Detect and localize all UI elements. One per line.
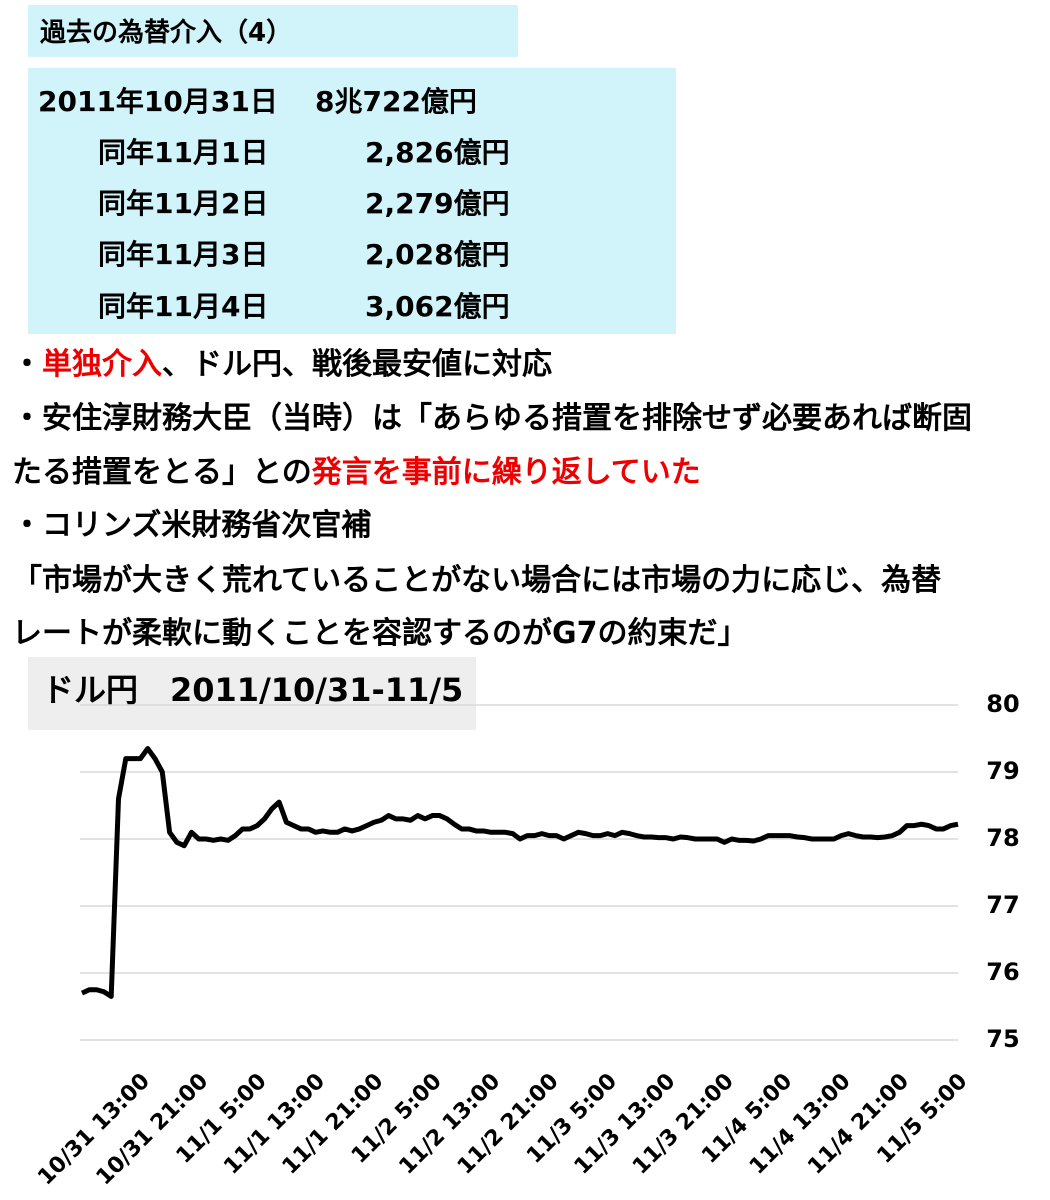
note-text: たる措置をとる」との [12,455,312,490]
amount-cell: 8兆722億円 [315,85,477,118]
date-cell: 2011年10月31日 [38,85,278,118]
note-line: たる措置をとる」との発言を事前に繰り返していた [12,447,701,491]
x-tick-label: 11/2 21:00 [453,1069,564,1180]
amount-cell: 2,028億円 [365,238,510,271]
x-tick-label: 11/3 13:00 [570,1069,681,1180]
date-cell: 同年11月3日 [98,238,269,271]
y-tick-label: 76 [986,958,1019,986]
note-text: 「市場が大きく荒れていることがない場合には市場の力に応じ、為替 [12,563,942,598]
amount-cell: 2,826億円 [365,136,510,169]
chart-title: ドル円 2011/10/31-11/5 [42,671,463,709]
date-cell: 同年11月1日 [98,136,269,169]
date-cell: 同年11月4日 [98,290,269,323]
date-cell: 同年11月2日 [98,187,269,220]
amount-cell: 3,062億円 [365,290,510,323]
note-line: 「市場が大きく荒れていることがない場合には市場の力に応じ、為替 [12,555,941,599]
y-tick-label: 80 [986,690,1019,718]
y-tick-label: 75 [986,1025,1019,1053]
table-box [28,68,676,334]
y-tick-label: 77 [986,891,1019,919]
note-text: ・ [12,347,42,382]
x-tick-label: 11/2 13:00 [395,1069,506,1180]
amount-cell: 2,279億円 [365,187,510,220]
note-line: ・安住淳財務大臣（当時）は「あらゆる措置を排除せず必要あれば断固 [12,393,972,437]
price-line [80,746,959,999]
x-tick-label: 11/1 21:00 [278,1069,389,1180]
y-tick-label: 78 [986,824,1019,852]
title-box [28,5,518,57]
slide-title: 過去の為替介入（4） [40,18,293,48]
note-line: ・単独介入、ドル円、戦後最安値に対応 [12,339,552,383]
note-text: ・安住淳財務大臣（当時）は「あらゆる措置を排除せず必要あれば断固 [12,401,972,436]
chart-title-box [28,657,476,730]
note-line: レートが柔軟に動くことを容認するのがG7の約束だ」 [12,608,748,652]
y-tick-label: 79 [986,757,1019,785]
x-tick-label: 11/3 21:00 [628,1069,739,1180]
note-text: ・コリンズ米財務省次官補 [12,508,372,543]
x-tick-label: 11/1 13:00 [219,1069,330,1180]
note-text: レートが柔軟に動くことを容認するのがG7の約束だ」 [12,616,748,651]
x-tick-label: 11/4 21:00 [803,1069,914,1180]
note-line: ・コリンズ米財務省次官補 [12,500,371,544]
note-text: 、ドル円、戦後最安値に対応 [162,347,552,382]
highlight-text: 単独介入 [42,347,162,382]
x-tick-label: 11/4 13:00 [745,1069,856,1180]
highlight-text: 発言を事前に繰り返していた [311,455,701,490]
